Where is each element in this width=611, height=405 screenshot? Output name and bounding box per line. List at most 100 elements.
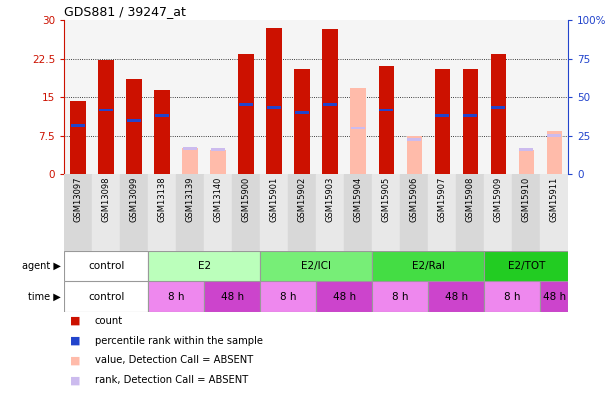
Bar xyxy=(295,69,310,174)
Text: rank, Detection Call = ABSENT: rank, Detection Call = ABSENT xyxy=(95,375,248,385)
Text: GSM13099: GSM13099 xyxy=(130,177,139,222)
Text: value, Detection Call = ABSENT: value, Detection Call = ABSENT xyxy=(95,356,253,365)
Text: control: control xyxy=(88,261,125,271)
Bar xyxy=(484,281,540,312)
Text: GSM15903: GSM15903 xyxy=(326,177,335,222)
Bar xyxy=(372,251,484,281)
Text: E2/Ral: E2/Ral xyxy=(412,261,445,271)
Bar xyxy=(120,174,148,251)
Bar xyxy=(400,174,428,251)
Bar xyxy=(148,251,260,281)
Text: 8 h: 8 h xyxy=(392,292,409,302)
Bar xyxy=(98,60,114,174)
Bar xyxy=(491,106,505,109)
Text: E2/TOT: E2/TOT xyxy=(508,261,545,271)
Text: GSM15904: GSM15904 xyxy=(354,177,363,222)
Bar xyxy=(428,281,484,312)
Text: ■: ■ xyxy=(70,316,81,326)
Text: 48 h: 48 h xyxy=(445,292,468,302)
Bar xyxy=(92,174,120,251)
Bar xyxy=(126,79,142,174)
Bar xyxy=(519,148,533,151)
Text: GSM15909: GSM15909 xyxy=(494,177,503,222)
Bar xyxy=(463,69,478,174)
Text: 8 h: 8 h xyxy=(504,292,521,302)
Bar xyxy=(266,28,282,174)
Text: GSM15908: GSM15908 xyxy=(466,177,475,222)
Text: E2: E2 xyxy=(197,261,211,271)
Text: ■: ■ xyxy=(70,336,81,346)
Bar xyxy=(64,251,148,281)
Bar xyxy=(127,119,141,122)
Bar xyxy=(148,174,176,251)
Bar xyxy=(456,174,484,251)
Text: GSM15906: GSM15906 xyxy=(410,177,419,222)
Bar xyxy=(484,251,568,281)
Bar xyxy=(210,149,226,174)
Bar xyxy=(155,114,169,117)
Bar xyxy=(240,104,253,106)
Text: control: control xyxy=(88,292,125,302)
Text: GDS881 / 39247_at: GDS881 / 39247_at xyxy=(64,5,186,18)
Bar xyxy=(99,109,113,111)
Text: GSM15902: GSM15902 xyxy=(298,177,307,222)
Bar xyxy=(540,174,568,251)
Bar xyxy=(64,281,148,312)
Bar xyxy=(323,104,337,106)
Text: 48 h: 48 h xyxy=(332,292,356,302)
Bar xyxy=(406,136,422,174)
Bar xyxy=(484,174,512,251)
Bar xyxy=(183,149,198,174)
Bar xyxy=(351,127,365,129)
Bar xyxy=(316,281,372,312)
Text: E2/ICI: E2/ICI xyxy=(301,261,331,271)
Bar xyxy=(176,174,204,251)
Bar xyxy=(351,88,366,174)
Bar xyxy=(540,281,568,312)
Text: GSM15907: GSM15907 xyxy=(437,177,447,222)
Bar xyxy=(260,174,288,251)
Text: GSM13140: GSM13140 xyxy=(214,177,222,222)
Bar xyxy=(70,101,86,174)
Text: GSM13097: GSM13097 xyxy=(74,177,82,222)
Text: GSM15900: GSM15900 xyxy=(242,177,251,222)
Text: ■: ■ xyxy=(70,375,81,385)
Bar xyxy=(232,174,260,251)
Text: count: count xyxy=(95,316,123,326)
Bar xyxy=(260,251,372,281)
Bar xyxy=(64,174,92,251)
Bar xyxy=(372,281,428,312)
Bar xyxy=(148,281,204,312)
Text: 8 h: 8 h xyxy=(280,292,296,302)
Text: GSM15910: GSM15910 xyxy=(522,177,531,222)
Bar xyxy=(428,174,456,251)
Text: 8 h: 8 h xyxy=(168,292,185,302)
Bar xyxy=(512,174,540,251)
Bar xyxy=(546,130,562,174)
Bar xyxy=(344,174,372,251)
Bar xyxy=(183,147,197,150)
Bar xyxy=(295,111,309,114)
Text: GSM15905: GSM15905 xyxy=(382,177,390,222)
Bar xyxy=(204,281,260,312)
Bar xyxy=(211,148,225,151)
Bar xyxy=(491,53,506,174)
Text: percentile rank within the sample: percentile rank within the sample xyxy=(95,336,263,346)
Bar xyxy=(238,53,254,174)
Text: 48 h: 48 h xyxy=(543,292,566,302)
Bar xyxy=(323,30,338,174)
Text: time ▶: time ▶ xyxy=(28,292,61,302)
Text: GSM13138: GSM13138 xyxy=(158,177,167,222)
Bar xyxy=(204,174,232,251)
Text: agent ▶: agent ▶ xyxy=(22,261,61,271)
Bar xyxy=(316,174,344,251)
Text: GSM13139: GSM13139 xyxy=(186,177,195,222)
Bar xyxy=(378,66,394,174)
Bar xyxy=(408,138,421,141)
Text: GSM15911: GSM15911 xyxy=(550,177,558,222)
Bar xyxy=(71,124,85,127)
Bar xyxy=(434,69,450,174)
Bar xyxy=(155,90,170,174)
Bar xyxy=(260,281,316,312)
Bar xyxy=(463,114,477,117)
